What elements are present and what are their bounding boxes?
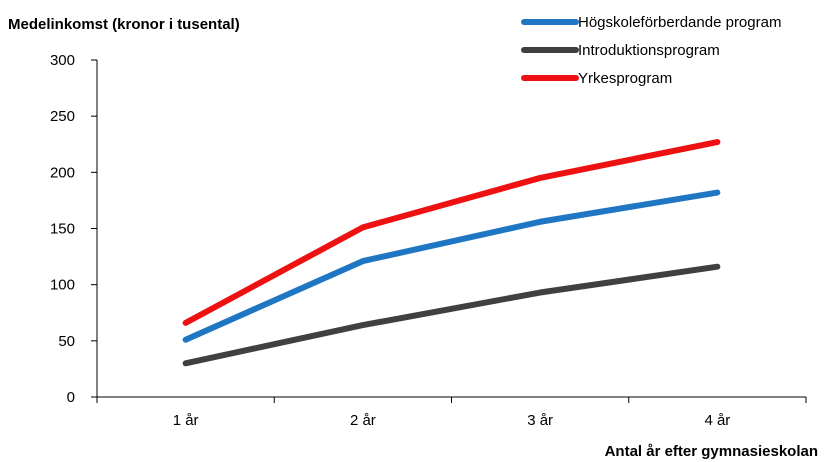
data-point [716,141,718,143]
axes: 0 50 100 150 200 250 300 1 år 2 år 3 år 4 år [50,52,807,429]
x-tick-label: 3 år [527,412,553,429]
data-point [362,260,364,262]
y-tick-label: 200 [50,164,75,181]
x-axis-title: Antal år efter gymnasieskolan [605,443,818,460]
series-lines [182,139,721,367]
y-tick-label: 50 [58,333,75,350]
legend-label: Högskoleförberdande program [578,14,781,31]
data-point [362,324,364,326]
legend: Högskoleförberdande program Introduktions… [521,14,781,87]
data-point [716,192,718,194]
x-tick-label: 2 år [350,412,376,429]
data-point [362,226,364,228]
series-line-2 [182,263,721,367]
data-point [185,339,187,341]
legend-label: Yrkesprogram [578,70,672,87]
y-tick-label: 0 [67,389,75,406]
y-tick-label: 300 [50,52,75,69]
y-tick-label: 250 [50,108,75,125]
x-tick-label: 4 år [704,412,730,429]
y-axis-title: Medelinkomst (kronor i tusental) [8,16,240,33]
data-point [185,362,187,364]
data-point [539,177,541,179]
x-tick-label: 1 år [173,412,199,429]
series-line-1 [182,189,721,343]
y-tick-label: 150 [50,221,75,238]
data-point [539,221,541,223]
data-point [539,292,541,294]
data-point [185,322,187,324]
data-point [716,266,718,268]
legend-label: Introduktionsprogram [578,42,720,59]
series-line-3 [182,139,721,326]
y-tick-label: 100 [50,277,75,294]
